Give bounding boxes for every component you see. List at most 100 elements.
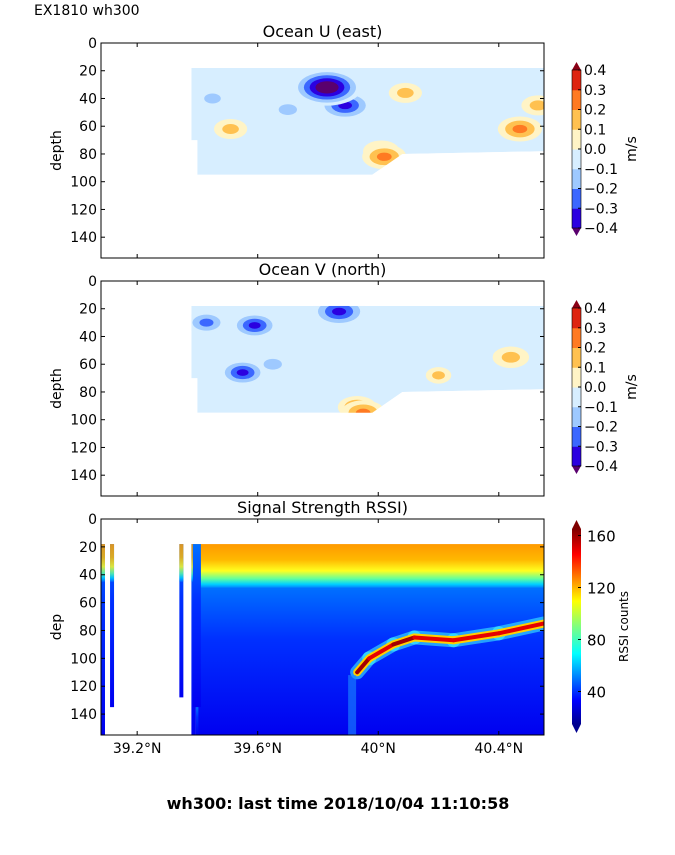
contour-blob (222, 124, 239, 134)
colorbar-tick-label: 0.0 (584, 142, 606, 158)
colorbar-gradient (572, 529, 581, 724)
bottom-echo (451, 631, 501, 643)
profile-column (195, 707, 199, 735)
contour-blob (397, 87, 414, 98)
empty-region (101, 43, 192, 258)
plot-area (101, 43, 544, 258)
chart-panel-1: Ocean V (north) 0.4 0.3 0.2 0.1 0.0 −0.1 −0.2 −0… (49, 260, 640, 497)
contour-blob (332, 307, 347, 316)
y-tick-label: 80 (79, 385, 97, 401)
empty-region (191, 389, 544, 496)
contour-blob (512, 124, 528, 134)
colorbar-label: m/s (624, 374, 640, 400)
empty-region (101, 281, 192, 496)
contour-blob (278, 104, 297, 115)
y-tick-label: 60 (79, 357, 97, 373)
colorbar-tick-label: −0.4 (584, 459, 618, 475)
plot-area (101, 544, 544, 735)
contour-blob (376, 152, 392, 161)
colorbar-segment (572, 168, 581, 189)
colorbar-extend-min (572, 724, 581, 733)
colorbar-extend-min (572, 228, 581, 236)
colorbar-tick-label: 0.3 (584, 321, 606, 337)
colorbar-segment (572, 70, 581, 91)
colorbar-extend-max (572, 520, 581, 529)
contour-blob (263, 358, 282, 370)
axes-frame (100, 42, 545, 259)
profile-column (110, 544, 115, 708)
profile-column-top (110, 544, 115, 582)
instrument-label: EX1810 wh300 (34, 3, 140, 19)
data-region (191, 305, 544, 413)
y-tick-label: 0 (88, 36, 97, 52)
colorbar-tick-label: −0.3 (584, 201, 618, 217)
colorbar-tick-label: 0.3 (584, 83, 606, 99)
colorbar-segment (572, 426, 581, 447)
colorbar-tick-label: 80 (587, 632, 606, 650)
empty-region (101, 281, 544, 306)
y-tick-label: 40 (79, 568, 97, 584)
colorbar-segment (572, 347, 581, 368)
y-tick-label: 140 (70, 230, 97, 246)
colorbar-tick-label: 160 (587, 528, 616, 546)
colorbar-tick-label: −0.2 (584, 420, 618, 436)
colorbar-segment (572, 387, 581, 408)
colorbar-extend-max (572, 300, 581, 308)
y-tick-label: 0 (88, 512, 97, 528)
chart-title: Ocean V (north) (259, 260, 387, 279)
colorbar-extend-min (572, 466, 581, 474)
colorbar-segment (572, 109, 581, 130)
echo-trace (348, 675, 357, 735)
y-tick-label: 120 (70, 202, 97, 218)
y-tick-label: 80 (79, 623, 97, 639)
chart-panel-0: Ocean U (east) 0.4 0.3 0.2 0.1 0.0 −0.1 −0.2 −0.… (49, 22, 640, 259)
colorbar-tick-label: −0.4 (584, 221, 618, 237)
contour-blob (501, 351, 520, 363)
contour-blob (432, 371, 445, 380)
colorbar-tick-label: −0.1 (584, 162, 618, 178)
x-tick-label: 39.2°N (113, 741, 162, 757)
bottom-echo (496, 621, 544, 636)
y-tick-label: 80 (79, 147, 97, 163)
y-tick-label: 60 (79, 119, 97, 135)
chart-title: Ocean U (east) (263, 22, 383, 41)
x-tick-label: 39.6°N (233, 741, 282, 757)
contour-blob (248, 322, 261, 329)
y-tick-label: 100 (70, 413, 97, 429)
y-tick-label: 120 (70, 679, 97, 695)
y-tick-label: 140 (70, 468, 97, 484)
y-tick-label: 20 (79, 64, 97, 80)
colorbar-segment (572, 129, 581, 150)
colorbar-tick-label: 0.1 (584, 122, 606, 138)
contour-blob (199, 318, 214, 327)
y-tick-label: 20 (79, 302, 97, 318)
y-tick-label: 120 (70, 440, 97, 456)
contour-blob (204, 93, 221, 104)
bottom-echo (367, 642, 396, 661)
chart-title: Signal Strength RSSI) (237, 498, 408, 517)
axes-frame (100, 280, 545, 497)
y-axis-label: depth (49, 368, 65, 409)
y-tick-label: 60 (79, 596, 97, 612)
chart-panel-2: Signal Strength RSSI) 160 120 80 40 RSSI coun… (49, 498, 631, 757)
colorbar-tick-label: −0.2 (584, 182, 618, 198)
profile-column (192, 544, 201, 708)
colorbar-extend-max (572, 62, 581, 70)
plot-area (101, 281, 544, 496)
colorbar-segment (572, 149, 581, 170)
colorbar-tick-label: −0.1 (584, 400, 618, 416)
colorbar-segment (572, 308, 581, 329)
bottom-echo (412, 635, 456, 643)
y-tick-label: 0 (88, 274, 97, 290)
axes-frame (100, 518, 545, 736)
y-tick-label: 40 (79, 329, 97, 345)
y-tick-label: 100 (70, 651, 97, 667)
colorbar-tick-label: 40 (587, 684, 606, 702)
surface-layer (195, 544, 544, 589)
colorbar-tick-label: 0.4 (584, 301, 606, 317)
empty-region (101, 43, 544, 68)
colorbar-segment (572, 188, 581, 209)
bottom-echo (355, 656, 372, 675)
profile-column (101, 544, 105, 735)
y-axis-label: dep (49, 614, 65, 641)
